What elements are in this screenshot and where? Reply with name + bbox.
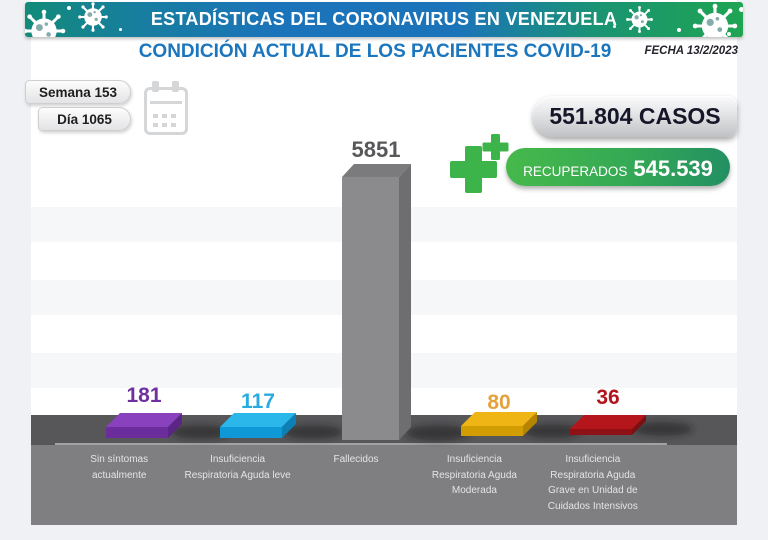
category-ira-leve: Insuficiencia Respiratoria Aguda leve [184, 454, 291, 481]
bar-ira-grave [570, 415, 646, 435]
virus-icon [626, 6, 653, 33]
recovered-badge: RECUPERADOS 545.539 [506, 148, 730, 186]
virus-dot [677, 28, 681, 32]
recovered-label: RECUPERADOS [523, 164, 628, 179]
value-label-sin-sintomas: 181 [126, 384, 162, 407]
bar-ira-moderada [461, 412, 537, 436]
virus-icon [692, 3, 738, 37]
category-sin-sintomas: Sin síntomas actualmente [90, 454, 149, 481]
value-label-ira-moderada: 80 [487, 391, 511, 414]
category-labels: Sin síntomas actualmente Insuficiencia R… [60, 452, 652, 514]
virus-dot [613, 25, 616, 28]
value-label-ira-grave: 36 [596, 386, 620, 409]
virus-dot [67, 6, 71, 10]
bar-fallecidos [342, 164, 411, 440]
calendar-ring [172, 81, 179, 92]
total-cases-badge: 551.804 CASOS [533, 96, 737, 137]
recovered-value: 545.539 [633, 156, 713, 181]
calendar-header-line [150, 101, 182, 104]
calendar-grid-row [153, 123, 179, 127]
bar-ira-leve [220, 413, 296, 438]
category-ira-moderada: Insuficiencia Respiratoria Aguda Moderad… [431, 454, 517, 496]
platform-edge-line [55, 443, 667, 445]
virus-icon [25, 9, 66, 37]
header-banner: ESTADÍSTICAS DEL CORONAVIRUS EN VENEZUEL… [25, 2, 743, 37]
category-fallecidos: Fallecidos [333, 454, 379, 465]
page-title: CONDICIÓN ACTUAL DE LOS PACIENTES COVID-… [138, 41, 612, 62]
category-ira-grave: Insuficiencia Respiratoria Aguda Grave e… [547, 454, 638, 512]
bar-sin-sintomas [106, 413, 182, 438]
calendar-body [144, 87, 188, 135]
virus-icon [78, 2, 108, 32]
virus-dot [739, 7, 743, 12]
virus-dot [727, 32, 731, 36]
date-label: FECHA 13/2/2023 [644, 45, 738, 57]
category-strip [31, 445, 737, 525]
value-label-fallecidos: 5851 [351, 137, 401, 162]
virus-dot [119, 28, 122, 31]
calendar-icon [144, 81, 188, 135]
calendar-ring [152, 81, 159, 92]
medical-cross-icon [450, 134, 509, 193]
day-badge: Día 1065 [38, 107, 131, 131]
week-badge: Semana 153 [25, 80, 131, 104]
banner-title: ESTADÍSTICAS DEL CORONAVIRUS EN VENEZUEL… [150, 9, 618, 29]
value-label-ira-leve: 117 [241, 390, 275, 413]
calendar-grid-row [153, 114, 179, 118]
